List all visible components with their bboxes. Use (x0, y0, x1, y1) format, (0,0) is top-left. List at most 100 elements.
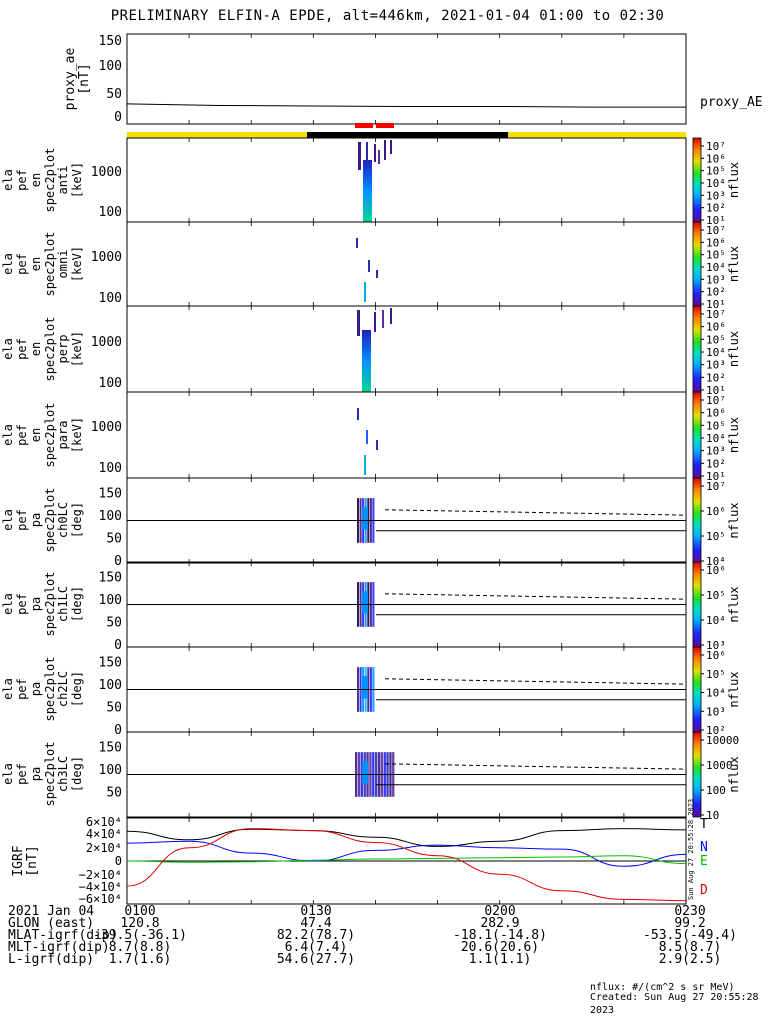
panel-ylabel: pef (15, 509, 29, 531)
spec-perp-blob (362, 330, 371, 392)
colorbar-tick: 10⁷ (706, 140, 726, 153)
pa-tick: 0 (114, 723, 122, 738)
spec-perp-tick-1000: 1000 (91, 335, 122, 350)
footer-value: 282.9 (480, 916, 520, 931)
panel-ylabel: ela (1, 763, 15, 785)
igrf-legend-D: D (700, 883, 708, 898)
proxy-ae-tick-150: 150 (99, 34, 122, 49)
panel-ylabel: spec2plot (43, 741, 57, 806)
colorbar-tick: 10⁶ (706, 152, 726, 165)
panel-ylabel: spec2plot (43, 147, 57, 212)
pa-blob-core (362, 761, 368, 784)
spec-anti-tick-1000: 1000 (91, 165, 122, 180)
footer-row-label: 2021 Jan 04 (8, 904, 95, 919)
footer-value: 99.2 (674, 916, 706, 931)
colorbar-tick: 10⁶ (706, 649, 726, 662)
pa-blob-core (362, 591, 368, 614)
panel-ylabel: pef (15, 169, 29, 191)
footer-row: 2021 Jan 04 0100 0130 0200 0230 (0, 905, 775, 919)
footer-row: L-igrf(dip) 1.7(1.6) 54.6(27.7) 1.1(1.1) 2.9… (0, 953, 775, 967)
pa-tick: 50 (106, 615, 122, 630)
panel-ylabel: para (56, 421, 70, 450)
footer-value: 0100 (124, 904, 156, 919)
spec-para-tick-1000: 1000 (91, 420, 122, 435)
footer-value: 2.9(2.5) (658, 952, 722, 967)
colorbar-tick: 10⁶ (706, 236, 726, 249)
igrf-panel: 6×10⁴ 4×10⁴ 2×10⁴ 0 −2×10⁴ −4×10⁴ −6×10⁴… (11, 799, 708, 906)
pa-tick: 100 (99, 509, 122, 524)
colorbar-tick: 10² (706, 371, 726, 384)
panel-ylabel: spec2plot (43, 316, 57, 381)
proxy-ae-line (126, 103, 686, 108)
colorbar-tick: 10⁵ (706, 165, 726, 178)
panel-ylabel: ela (1, 678, 15, 700)
plot-title: PRELIMINARY ELFIN-A EPDE, alt=446km, 202… (110, 8, 665, 24)
colorbar-label: nflux (727, 756, 741, 792)
panel-ylabel: [deg] (70, 586, 84, 622)
footer-value: 6.4(7.4) (284, 940, 348, 955)
panel-ylabel: pef (15, 424, 29, 446)
colorbar-tick: 10³ (706, 359, 726, 372)
pa-tick: 50 (106, 785, 122, 800)
panel-ylabel: pa (29, 682, 43, 696)
colorbar-tick: 1000 (706, 759, 733, 772)
colorbar-tick: 10⁵ (706, 668, 726, 681)
panel-ylabel: en (29, 173, 43, 187)
igrf-tick-m2e4: −2×10⁴ (79, 868, 122, 882)
footer-value: 0230 (674, 904, 706, 919)
spec-anti-tick-100: 100 (99, 205, 122, 220)
panel-ylabel: pa (29, 767, 43, 781)
colorbar-tick: 10⁴ (706, 555, 726, 568)
panel-ylabel: ela (1, 424, 15, 446)
panel-ylabel: [keV] (70, 417, 84, 453)
footer-row-label: L-igrf(dip) (8, 952, 95, 967)
spec-perp-tick-100: 100 (99, 376, 122, 391)
footer-value: 20.6(20.6) (460, 940, 540, 955)
pa-tick: 100 (99, 593, 122, 608)
igrf-lines (126, 828, 687, 902)
spec-omni-panel: 1000 100 (91, 221, 687, 307)
footer-value: 0130 (300, 904, 332, 919)
panel-ylabel: spec2plot (43, 571, 57, 636)
panel-ylabel: pef (15, 678, 29, 700)
panel-ylabel: pef (15, 763, 29, 785)
colorbar-tick: 10³ (706, 445, 726, 458)
pa-dashed-line (384, 763, 687, 770)
spec-para-tick-100: 100 (99, 461, 122, 476)
proxy-ae-ylabel-units: [nT] (77, 63, 92, 94)
pa-tick: 100 (99, 678, 122, 693)
footer-value: 8.5(8.7) (658, 940, 722, 955)
units-line: nflux: #/(cm^2 s sr MeV) (590, 982, 735, 993)
panel-ylabel: omni (56, 250, 70, 279)
colorbar-tick: 10³ (706, 705, 726, 718)
pitch-angle-panels: 150 100 50 0 150 100 50 0 150 100 50 0 150 100 50 (99, 477, 687, 818)
igrf-legend-T: T (700, 817, 708, 832)
igrf-legend-E: E (700, 854, 708, 869)
panel-ylabel: ela (1, 169, 15, 191)
igrf-tick-m6e4: −6×10⁴ (79, 892, 122, 906)
pa-tick: 0 (114, 638, 122, 653)
panel-ylabel: [deg] (70, 756, 84, 792)
pa-blob-core (362, 507, 368, 530)
pa-tick: 150 (99, 741, 122, 756)
colorbar-tick: 10 (706, 809, 719, 822)
colorbar-tick: 10⁴ (706, 261, 726, 274)
panel-ylabel: pef (15, 253, 29, 275)
panel-ylabel: pa (29, 597, 43, 611)
pa-tick: 150 (99, 656, 122, 671)
colorbar-tick: 10³ (706, 639, 726, 652)
colorbar-tick: 10³ (706, 189, 726, 202)
panel-ylabel: ch3LC (56, 756, 70, 792)
footer-row: MLAT-igrf(dip) -39.5(-36.1) 82.2(78.7) -18.… (0, 929, 775, 943)
colorbar-tick: 10⁴ (706, 432, 726, 445)
panel-ylabel: pef (15, 593, 29, 615)
panel-ylabel: en (29, 342, 43, 356)
pa-ch1-panel: 150 100 50 0 (99, 561, 687, 653)
footer-value: 120.8 (120, 916, 160, 931)
pa-ch0-panel: 150 100 50 0 (99, 477, 687, 569)
igrf-tick-6e4: 6×10⁴ (86, 815, 122, 829)
panel-ylabel: [deg] (70, 671, 84, 707)
colorbar-tick: 10⁷ (706, 394, 726, 407)
